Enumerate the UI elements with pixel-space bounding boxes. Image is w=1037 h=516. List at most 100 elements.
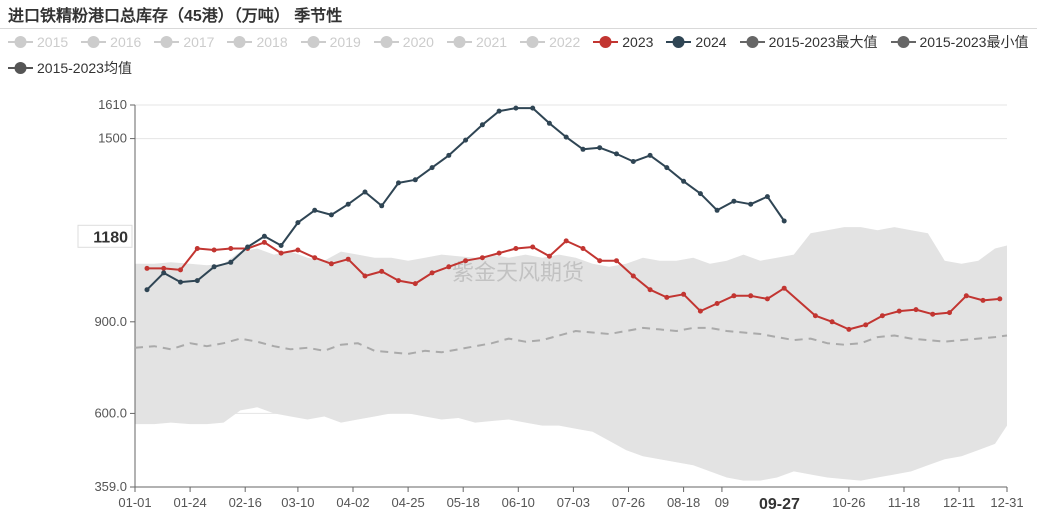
x-pointer-label-box: [749, 492, 810, 514]
data-point: [479, 255, 485, 261]
legend-item[interactable]: 2022: [520, 32, 580, 52]
legend-item[interactable]: 2024: [666, 32, 727, 52]
data-point: [211, 264, 217, 270]
data-point: [479, 122, 485, 128]
data-point: [513, 105, 519, 111]
data-point: [664, 294, 670, 300]
data-point: [697, 308, 703, 314]
legend-item[interactable]: 2020: [373, 32, 434, 52]
data-point: [930, 311, 936, 317]
x-tick-label: 04-25: [391, 495, 424, 510]
data-point: [429, 270, 435, 276]
legend-label: 2021: [475, 34, 508, 50]
data-point: [396, 180, 401, 186]
data-point: [228, 246, 234, 251]
data-point: [980, 297, 986, 303]
chart-legend: 2015 2016 2017 2018 2019 2020 2021 2022 2023 2024…: [8, 32, 1033, 78]
data-point: [614, 258, 619, 264]
data-point: [764, 296, 770, 302]
y-tick-label: 1610: [98, 97, 127, 112]
data-point: [647, 152, 653, 158]
data-point: [997, 296, 1003, 302]
y-tick-label: 1500: [98, 131, 127, 146]
data-point: [681, 178, 687, 184]
title-divider: [0, 28, 1037, 29]
legend-marker-icon: [227, 36, 253, 48]
legend-label: 2023: [622, 34, 654, 50]
x-tick-label: 09: [715, 495, 729, 510]
data-point: [379, 203, 385, 209]
data-point: [446, 152, 452, 158]
data-point: [731, 198, 737, 204]
legend-item[interactable]: 2018: [227, 32, 288, 52]
legend-label: 2016: [110, 34, 142, 50]
legend-label: 2017: [183, 34, 215, 50]
y-tick-label: 900.0: [94, 314, 127, 329]
x-tick-label: 11-18: [888, 495, 920, 510]
legend-item[interactable]: 2015-2023最小值: [890, 32, 1029, 52]
data-point: [513, 246, 519, 251]
legend-item[interactable]: 2016: [81, 32, 141, 52]
legend-item[interactable]: 2015-2023均值: [8, 58, 132, 78]
legend-item[interactable]: 2023: [593, 32, 653, 52]
data-point: [496, 108, 502, 114]
data-point: [228, 259, 234, 265]
watermark-layer: 紫金天风期货: [452, 261, 584, 286]
axes: 1610 1500 900.0 600.0 359.001-01 01-24 02-16 03…: [94, 97, 1023, 510]
x-tick-label: 06-10: [502, 495, 535, 510]
data-point: [563, 134, 569, 140]
data-point: [178, 267, 183, 273]
legend-item[interactable]: 2019: [300, 32, 361, 52]
data-point: [764, 194, 770, 200]
data-point: [546, 253, 552, 259]
range-band: [135, 227, 1007, 481]
x-tick-label: 05-18: [447, 495, 480, 510]
series-line-2015-2023均值: [134, 326, 1008, 355]
data-point: [781, 285, 787, 291]
data-point: [563, 238, 569, 244]
data-point: [597, 258, 603, 264]
legend-item[interactable]: 2015-2023最大值: [739, 32, 878, 52]
x-tick-label: 08-18: [667, 495, 700, 510]
legend-marker-icon: [81, 36, 107, 48]
x-tick-label: 07-26: [612, 495, 645, 510]
watermark-text: 紫金天风期货: [452, 261, 584, 286]
data-point: [345, 256, 351, 262]
data-point: [144, 265, 150, 271]
legend-marker-icon: [8, 36, 33, 48]
data-point: [947, 310, 952, 316]
legend-item[interactable]: 2015: [8, 32, 68, 52]
data-point: [312, 207, 318, 213]
data-point: [697, 191, 703, 197]
legend-label: 2015-2023最小值: [919, 34, 1029, 50]
data-point: [362, 273, 368, 279]
data-point: [161, 265, 167, 271]
data-point: [863, 322, 869, 328]
data-point: [312, 255, 318, 261]
legend-marker-icon: [373, 36, 399, 48]
data-point: [144, 287, 150, 293]
legend-item[interactable]: 2017: [154, 32, 214, 52]
data-point: [896, 308, 902, 314]
data-point: [345, 201, 351, 207]
hover-indicators: 1180 09-27: [77, 224, 810, 514]
data-point: [714, 301, 720, 306]
data-point: [781, 218, 787, 224]
y-pointer-label-box: [77, 224, 133, 248]
x-tick-label: 04-02: [336, 495, 369, 510]
x-tick-label: 03-10: [281, 495, 314, 510]
legend-marker-icon: [300, 36, 326, 48]
data-point: [261, 239, 267, 245]
data-point: [913, 307, 919, 313]
x-tick-label: 01-24: [173, 495, 206, 510]
data-point: [748, 293, 754, 299]
legend-item[interactable]: 2021: [446, 32, 508, 52]
data-point: [245, 244, 251, 250]
data-point: [496, 250, 502, 256]
legend-marker-icon: [739, 36, 765, 48]
data-point: [278, 250, 284, 256]
data-point: [748, 201, 754, 207]
x-tick-label: 10-26: [832, 495, 865, 510]
y-pointer-label: 1180: [93, 229, 128, 246]
